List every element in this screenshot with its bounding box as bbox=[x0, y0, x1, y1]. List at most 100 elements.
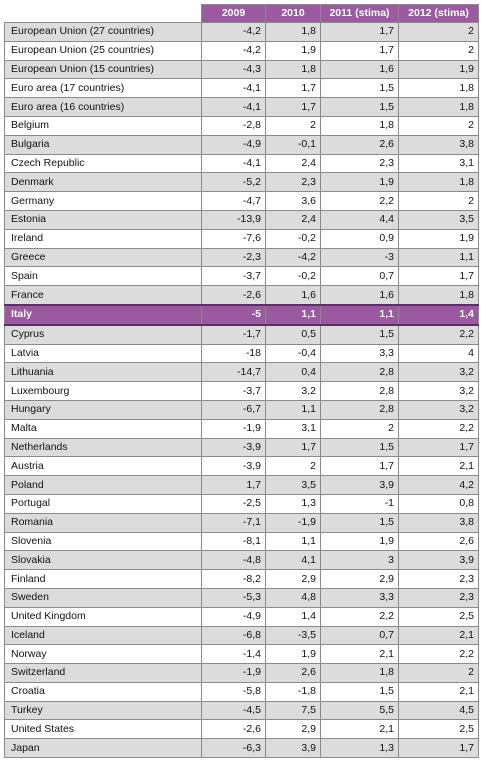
value-cell-2010: 0,4 bbox=[265, 362, 321, 383]
value-cell-2010: -1,9 bbox=[265, 512, 321, 533]
value-cell-2012: 4,2 bbox=[398, 475, 479, 495]
table-row: Luxembourg -3,7 3,2 2,8 3,2 bbox=[4, 381, 479, 401]
value-cell-2011: 0,9 bbox=[320, 228, 399, 249]
value-cell-2010: 1,1 bbox=[265, 303, 321, 326]
value-cell-2010: 1,6 bbox=[265, 285, 321, 306]
value-cell-2010: 3,2 bbox=[265, 381, 321, 401]
value-cell-2011: 2,3 bbox=[320, 153, 399, 174]
table-row: Finland -8,2 2,9 2,9 2,3 bbox=[4, 569, 479, 589]
header-2012: 2012 (stima) bbox=[398, 4, 479, 23]
value-cell-2009: -5,3 bbox=[201, 587, 266, 608]
value-cell-2011: 2,8 bbox=[320, 381, 399, 401]
value-cell-2010: 1,4 bbox=[265, 606, 321, 627]
table-row: Ireland -7,6 -0,2 0,9 1,9 bbox=[4, 228, 479, 249]
value-cell-2010: -0,2 bbox=[265, 266, 321, 287]
value-cell-2010: 1,8 bbox=[265, 22, 321, 42]
value-cell-2010: 4,8 bbox=[265, 587, 321, 608]
table-row: Lithuania -14,7 0,4 2,8 3,2 bbox=[4, 362, 479, 383]
table-row: Latvia -18 -0,4 3,3 4 bbox=[4, 343, 479, 364]
country-cell: Greece bbox=[4, 247, 202, 268]
value-cell-2011: 2,8 bbox=[320, 399, 399, 420]
country-cell: Italy bbox=[4, 303, 202, 326]
value-cell-2009: -4,7 bbox=[201, 191, 266, 211]
value-cell-2010: -4,2 bbox=[265, 247, 321, 268]
country-cell: Denmark bbox=[4, 172, 202, 193]
country-cell: Finland bbox=[4, 569, 202, 589]
value-cell-2010: 0,5 bbox=[265, 324, 321, 345]
table-row: Greece -2,3 -4,2 -3 1,1 bbox=[4, 247, 479, 268]
country-cell: Sweden bbox=[4, 587, 202, 608]
value-cell-2009: -18 bbox=[201, 343, 266, 364]
table-row-highlighted: Italy -5 1,1 1,1 1,4 bbox=[4, 303, 479, 326]
table-row: Slovakia -4,8 4,1 3 3,9 bbox=[4, 550, 479, 571]
value-cell-2012: 1,4 bbox=[398, 303, 479, 326]
country-cell: Czech Republic bbox=[4, 153, 202, 174]
value-cell-2009: 1,7 bbox=[201, 475, 266, 495]
value-cell-2011: 2,8 bbox=[320, 362, 399, 383]
country-cell: Poland bbox=[4, 475, 202, 495]
table-row: Portugal -2,5 1,3 -1 0,8 bbox=[4, 493, 479, 514]
table-row: Turkey -4,5 7,5 5,5 4,5 bbox=[4, 700, 479, 721]
table-row: Slovenia -8,1 1,1 1,9 2,6 bbox=[4, 531, 479, 552]
country-cell: European Union (15 countries) bbox=[4, 59, 202, 80]
value-cell-2009: -7,6 bbox=[201, 228, 266, 249]
table-row: Euro area (17 countries) -4,1 1,7 1,5 1,8 bbox=[4, 78, 479, 99]
value-cell-2010: -0,4 bbox=[265, 343, 321, 364]
country-cell: United Kingdom bbox=[4, 606, 202, 627]
value-cell-2010: 3,1 bbox=[265, 418, 321, 439]
value-cell-2011: 1,7 bbox=[320, 40, 399, 61]
country-cell: Luxembourg bbox=[4, 381, 202, 401]
value-cell-2010: 1,7 bbox=[265, 78, 321, 99]
value-cell-2010: 3,9 bbox=[265, 738, 321, 759]
table-row: Malta -1,9 3,1 2 2,2 bbox=[4, 418, 479, 439]
country-cell: Norway bbox=[4, 644, 202, 665]
country-cell: Cyprus bbox=[4, 324, 202, 345]
value-cell-2010: 1,9 bbox=[265, 644, 321, 665]
value-cell-2011: -1 bbox=[320, 493, 399, 514]
value-cell-2010: 2 bbox=[265, 456, 321, 477]
table-row: Hungary -6,7 1,1 2,8 3,2 bbox=[4, 399, 479, 420]
value-cell-2012: 2,1 bbox=[398, 456, 479, 477]
value-cell-2010: 2,3 bbox=[265, 172, 321, 193]
value-cell-2010: 1,9 bbox=[265, 40, 321, 61]
table-body: European Union (27 countries) -4,2 1,8 1,7 2… bbox=[4, 22, 479, 759]
value-cell-2012: 1,7 bbox=[398, 437, 479, 458]
country-cell: Portugal bbox=[4, 493, 202, 514]
table-row: Poland 1,7 3,5 3,9 4,2 bbox=[4, 475, 479, 495]
country-cell: France bbox=[4, 285, 202, 306]
value-cell-2012: 3,2 bbox=[398, 362, 479, 383]
value-cell-2009: -7,1 bbox=[201, 512, 266, 533]
country-cell: Malta bbox=[4, 418, 202, 439]
country-cell: Bulgaria bbox=[4, 134, 202, 155]
value-cell-2011: 1,6 bbox=[320, 59, 399, 80]
value-cell-2012: 1,8 bbox=[398, 97, 479, 117]
value-cell-2011: 1,3 bbox=[320, 738, 399, 759]
table-row: European Union (27 countries) -4,2 1,8 1,7 2 bbox=[4, 22, 479, 42]
value-cell-2009: -6,7 bbox=[201, 399, 266, 420]
value-cell-2012: 1,1 bbox=[398, 247, 479, 268]
table-row: United Kingdom -4,9 1,4 2,2 2,5 bbox=[4, 606, 479, 627]
value-cell-2009: -2,5 bbox=[201, 493, 266, 514]
value-cell-2012: 2,3 bbox=[398, 569, 479, 589]
country-cell: Latvia bbox=[4, 343, 202, 364]
value-cell-2011: 1,7 bbox=[320, 22, 399, 42]
value-cell-2009: -2,8 bbox=[201, 115, 266, 136]
value-cell-2011: 1,1 bbox=[320, 303, 399, 326]
value-cell-2011: 1,5 bbox=[320, 324, 399, 345]
header-country bbox=[4, 4, 202, 23]
value-cell-2010: 7,5 bbox=[265, 700, 321, 721]
value-cell-2009: -14,7 bbox=[201, 362, 266, 383]
value-cell-2012: 2,2 bbox=[398, 418, 479, 439]
value-cell-2009: -6,8 bbox=[201, 625, 266, 646]
table-row: Denmark -5,2 2,3 1,9 1,8 bbox=[4, 172, 479, 193]
value-cell-2012: 3,1 bbox=[398, 153, 479, 174]
value-cell-2009: -5 bbox=[201, 303, 266, 326]
value-cell-2011: 1,6 bbox=[320, 285, 399, 306]
country-cell: Switzerland bbox=[4, 663, 202, 683]
value-cell-2009: -8,1 bbox=[201, 531, 266, 552]
value-cell-2011: 2,6 bbox=[320, 134, 399, 155]
value-cell-2009: -4,3 bbox=[201, 59, 266, 80]
table-header-row: 2009 2010 2011 (stima) 2012 (stima) bbox=[4, 4, 479, 23]
table-row: Romania -7,1 -1,9 1,5 3,8 bbox=[4, 512, 479, 533]
value-cell-2011: 5,5 bbox=[320, 700, 399, 721]
